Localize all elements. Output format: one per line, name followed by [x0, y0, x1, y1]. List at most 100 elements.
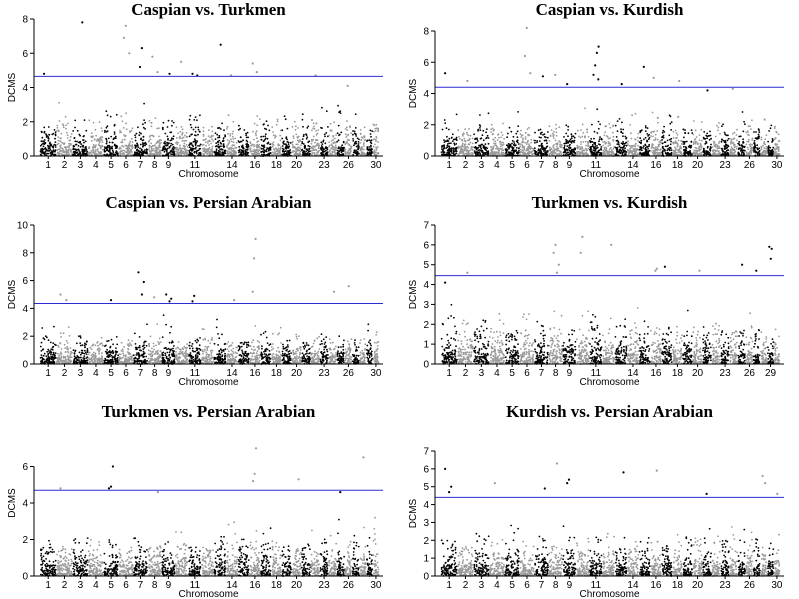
snp-point: [325, 153, 327, 156]
snp-point: [683, 136, 685, 139]
snp-point: [245, 148, 248, 151]
snp-point: [153, 144, 156, 147]
snp-point: [710, 137, 712, 140]
snp-point: [222, 145, 225, 148]
snp-point: [239, 153, 242, 156]
snp-point: [464, 140, 467, 143]
snp-point: [765, 145, 768, 148]
snp-point: [122, 153, 125, 155]
snp-point: [467, 152, 470, 155]
snp-point: [543, 148, 546, 151]
snp-point: [721, 149, 724, 152]
snp-point: [376, 152, 379, 155]
snp-point: [763, 142, 765, 145]
snp-point: [519, 145, 522, 148]
snp-point: [775, 130, 778, 133]
snp-point: [334, 144, 337, 147]
snp-point: [596, 108, 599, 111]
snp-point: [46, 152, 48, 155]
snp-point: [622, 135, 624, 138]
snp-point: [352, 130, 354, 132]
snp-point: [203, 139, 206, 141]
snp-point: [217, 127, 220, 129]
snp-point: [371, 130, 374, 133]
snp-point: [587, 142, 590, 145]
snp-point: [370, 135, 372, 138]
snp-point: [349, 125, 351, 127]
snp-point: [49, 141, 51, 144]
snp-point: [232, 141, 235, 144]
snp-point: [471, 142, 474, 145]
snp-point: [224, 152, 227, 155]
snp-point: [760, 146, 763, 149]
snp-point: [597, 127, 600, 130]
x-tick-label: 26: [744, 160, 756, 171]
snp-point: [482, 152, 484, 155]
snp-point: [131, 127, 134, 130]
snp-point: [630, 137, 633, 140]
y-tick-label: 8: [423, 27, 429, 38]
x-tick-label: 18: [672, 160, 684, 171]
snp-point: [484, 143, 487, 146]
snp-point: [566, 141, 568, 143]
snp-point: [99, 147, 102, 150]
snp-point: [600, 137, 603, 140]
snp-point: [57, 142, 60, 145]
snp-point: [538, 136, 541, 139]
snp-point: [193, 119, 196, 121]
snp-point: [375, 135, 378, 138]
snp-point: [574, 152, 577, 154]
snp-point: [640, 141, 642, 144]
snp-point: [79, 152, 82, 155]
snp-point: [131, 147, 134, 150]
snp-point: [555, 134, 558, 137]
snp-point: [273, 153, 275, 155]
snp-point: [90, 132, 93, 135]
snp-point: [777, 148, 780, 151]
snp-point: [662, 150, 664, 152]
snp-point: [726, 149, 729, 152]
snp-point: [604, 131, 606, 134]
snp-point: [369, 141, 372, 144]
snp-point: [70, 133, 73, 135]
snp-point: [274, 134, 277, 137]
peak-point: [731, 87, 734, 90]
snp-point: [232, 148, 235, 150]
snp-point: [443, 146, 446, 148]
snp-point: [253, 122, 256, 125]
snp-point: [295, 125, 297, 128]
snp-point: [111, 145, 113, 148]
snp-point: [113, 133, 116, 135]
snp-point: [720, 140, 723, 143]
snp-point: [318, 144, 321, 147]
snp-point: [637, 152, 639, 155]
snp-point: [166, 126, 169, 128]
snp-point: [591, 123, 593, 126]
snp-point: [78, 133, 81, 136]
snp-point: [563, 145, 566, 147]
snp-point: [760, 148, 763, 151]
snp-point: [501, 149, 504, 152]
snp-point: [265, 148, 268, 151]
snp-point: [311, 140, 313, 143]
snp-point: [733, 131, 736, 134]
snp-point: [737, 153, 740, 156]
snp-point: [708, 153, 710, 156]
snp-point: [654, 149, 657, 152]
snp-point: [740, 144, 743, 147]
snp-point: [552, 137, 555, 139]
snp-point: [234, 147, 237, 149]
snp-point: [308, 140, 311, 143]
snp-point: [724, 152, 727, 155]
snp-point: [586, 128, 588, 131]
snp-point: [564, 149, 567, 152]
snp-point: [96, 138, 99, 141]
snp-point: [480, 147, 483, 150]
snp-point: [211, 138, 213, 141]
snp-point: [651, 111, 654, 114]
snp-point: [718, 142, 720, 145]
snp-point: [57, 136, 60, 139]
snp-point: [543, 139, 546, 142]
snp-point: [635, 142, 637, 145]
snp-point: [157, 140, 159, 143]
